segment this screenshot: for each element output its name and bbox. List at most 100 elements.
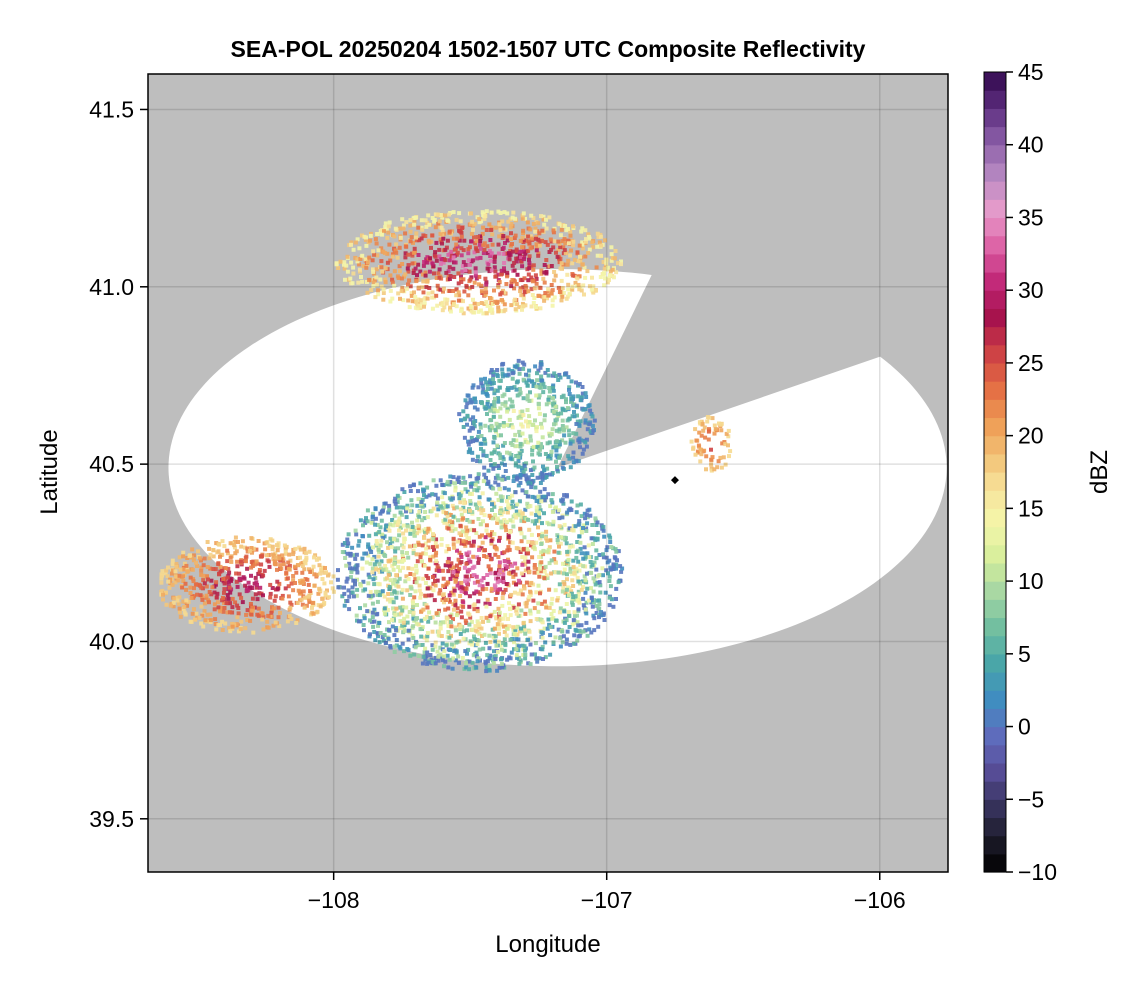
echo-pixel <box>538 536 543 541</box>
echo-pixel <box>401 565 406 570</box>
echo-pixel <box>391 537 396 542</box>
echo-pixel <box>343 556 348 560</box>
echo-pixel <box>263 547 268 552</box>
echo-pixel <box>498 569 503 574</box>
echo-pixel <box>524 490 529 494</box>
echo-pixel <box>465 628 470 633</box>
echo-pixel <box>527 241 532 246</box>
echo-pixel <box>542 263 547 267</box>
echo-pixel <box>529 652 534 657</box>
echo-pixel <box>171 600 176 605</box>
echo-pixel <box>192 607 196 612</box>
echo-pixel <box>393 501 398 506</box>
echo-pixel <box>691 445 696 450</box>
echo-pixel <box>479 377 484 382</box>
colorbar-swatch <box>984 181 1006 200</box>
echo-pixel <box>575 250 580 255</box>
echo-pixel <box>459 234 464 239</box>
echo-pixel <box>185 569 190 574</box>
echo-pixel <box>418 627 423 632</box>
echo-pixel <box>238 577 243 582</box>
echo-pixel <box>533 418 537 423</box>
echo-pixel <box>574 510 579 515</box>
echo-pixel <box>561 501 566 506</box>
echo-pixel <box>704 454 709 459</box>
echo-pixel <box>451 266 456 271</box>
echo-pixel <box>402 540 407 545</box>
echo-pixel <box>430 233 435 238</box>
echo-pixel <box>504 528 509 533</box>
echo-pixel <box>503 373 508 378</box>
echo-pixel <box>535 229 540 234</box>
echo-pixel <box>412 525 417 530</box>
echo-pixel <box>451 210 456 215</box>
echo-pixel <box>497 280 502 285</box>
echo-pixel <box>492 388 497 393</box>
echo-pixel <box>498 519 503 524</box>
echo-pixel <box>487 668 492 673</box>
echo-pixel <box>497 222 502 227</box>
echo-pixel <box>490 425 495 430</box>
echo-pixel <box>548 452 553 457</box>
echo-pixel <box>538 306 543 311</box>
echo-pixel <box>387 627 391 632</box>
echo-pixel <box>497 564 502 569</box>
echo-pixel <box>490 627 495 632</box>
echo-pixel <box>250 605 255 610</box>
echo-pixel <box>436 221 441 226</box>
echo-pixel <box>502 637 507 642</box>
echo-pixel <box>577 633 582 638</box>
echo-pixel <box>406 263 411 268</box>
echo-pixel <box>228 555 233 560</box>
echo-pixel <box>508 529 512 534</box>
echo-pixel <box>579 395 584 400</box>
echo-pixel <box>557 544 561 549</box>
echo-pixel <box>191 579 196 584</box>
echo-pixel <box>484 300 489 304</box>
echo-pixel <box>479 401 484 406</box>
echo-pixel <box>491 440 496 445</box>
echo-pixel <box>397 245 402 250</box>
echo-pixel <box>403 579 408 584</box>
echo-pixel <box>393 226 398 231</box>
echo-pixel <box>313 553 318 558</box>
echo-pixel <box>575 540 580 544</box>
colorbar-swatch <box>984 144 1006 164</box>
echo-pixel <box>530 293 535 297</box>
colorbar-swatch <box>984 562 1006 582</box>
echo-pixel <box>501 641 506 646</box>
echo-pixel <box>526 278 531 283</box>
echo-pixel <box>349 570 354 575</box>
echo-pixel <box>494 643 499 648</box>
echo-pixel <box>538 508 543 513</box>
echo-pixel <box>723 442 728 447</box>
echo-pixel <box>456 539 460 544</box>
echo-pixel <box>471 481 476 486</box>
echo-pixel <box>392 644 397 649</box>
echo-pixel <box>523 652 528 657</box>
echo-pixel <box>415 531 419 536</box>
echo-pixel <box>491 486 496 491</box>
echo-pixel <box>522 463 527 468</box>
echo-pixel <box>238 559 243 564</box>
echo-pixel <box>578 562 583 567</box>
echo-pixel <box>474 531 479 535</box>
echo-pixel <box>410 299 415 304</box>
echo-pixel <box>457 412 462 417</box>
echo-pixel <box>490 508 494 512</box>
echo-pixel <box>526 566 531 571</box>
echo-pixel <box>614 562 619 567</box>
echo-pixel <box>433 250 438 255</box>
echo-pixel <box>225 559 230 564</box>
echo-pixel <box>540 239 544 243</box>
echo-pixel <box>510 249 515 254</box>
echo-pixel <box>481 311 486 316</box>
echo-pixel <box>715 465 720 470</box>
echo-pixel <box>388 578 393 583</box>
echo-pixel <box>551 228 556 233</box>
echo-pixel <box>237 592 242 597</box>
echo-pixel <box>607 558 612 563</box>
echo-pixel <box>588 513 593 518</box>
echo-pixel <box>577 274 582 279</box>
